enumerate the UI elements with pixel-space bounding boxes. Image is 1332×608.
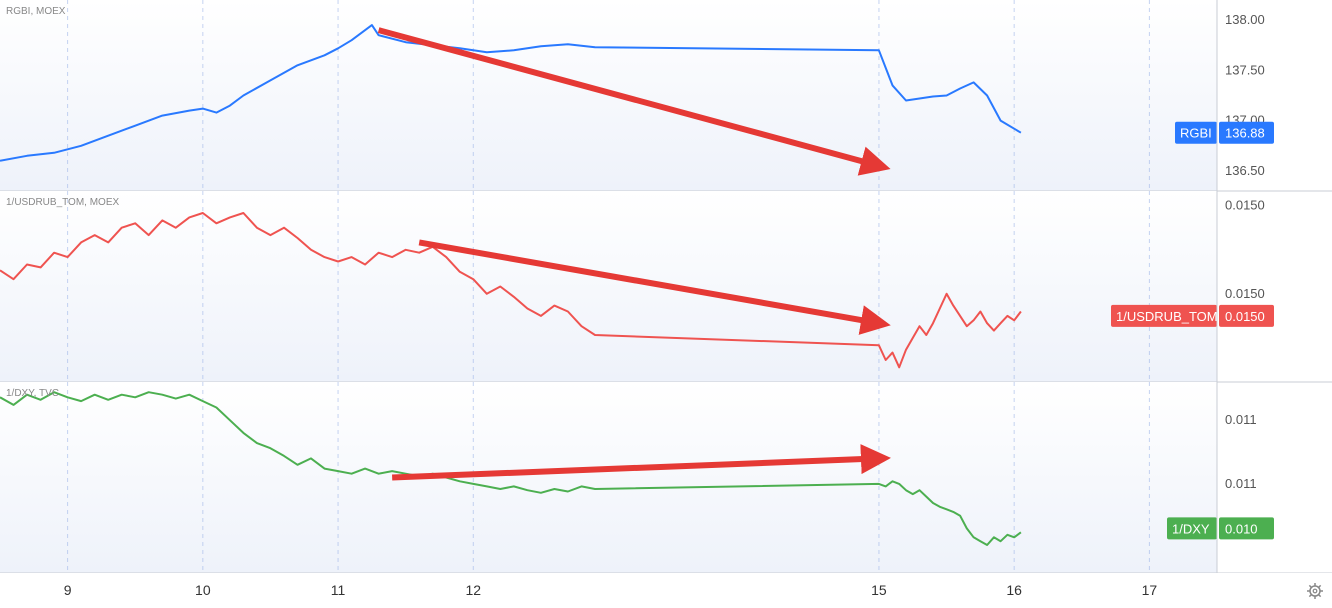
- price-badge-rgbi: RGBI 136.88: [1175, 122, 1274, 144]
- badge-name: 1/USDRUB_TOM: [1116, 309, 1218, 324]
- x-tick-label: 12: [465, 582, 481, 598]
- panel-usdrub: 0.0150 0.0150 1/USDRUB_TOM, MOEX 1/USDRUB_T…: [0, 191, 1332, 382]
- y-tick-label: 0.0150: [1225, 198, 1265, 213]
- panel-rgbi: 138.00137.50137.00136.50RGBI, MOEXRGBI13…: [0, 0, 1332, 191]
- y-tick-label: 137.50: [1225, 62, 1265, 77]
- badge-name: 1/DXY: [1172, 521, 1210, 536]
- y-tick-label: 0.011: [1225, 412, 1257, 427]
- badge-value: 0.0150: [1225, 309, 1265, 324]
- badge-value: 0.010: [1225, 521, 1258, 536]
- chart-svg[interactable]: 138.00137.50137.00136.50RGBI, MOEXRGBI13…: [0, 0, 1332, 608]
- x-tick-label: 11: [331, 582, 346, 598]
- y-tick-label: 0.011: [1225, 476, 1257, 491]
- x-tick-label: 9: [64, 582, 72, 598]
- price-badge-usdrub: 1/USDRUB_TOM 0.0150: [1111, 305, 1274, 327]
- y-tick-label: 138.00: [1225, 12, 1265, 27]
- x-tick-label: 15: [871, 582, 887, 598]
- badge-name: RGBI: [1180, 126, 1212, 141]
- panel-label-rgbi: RGBI, MOEX: [6, 6, 66, 17]
- x-axis: 9 10 11 12 15 16 17: [0, 573, 1332, 608]
- y-tick-label: 0.0150: [1225, 286, 1265, 301]
- x-tick-label: 17: [1142, 582, 1158, 598]
- x-tick-label: 16: [1006, 582, 1022, 598]
- x-tick-label: 10: [195, 582, 211, 598]
- panel-dxy: 0.011 0.011 1/DXY, TVC 1/DXY 0.010: [0, 382, 1332, 573]
- panel-label-usdrub: 1/USDRUB_TOM, MOEX: [6, 197, 119, 208]
- panel-label-dxy: 1/DXY, TVC: [6, 388, 59, 399]
- y-tick-label: 136.50: [1225, 163, 1265, 178]
- price-badge-dxy: 1/DXY 0.010: [1167, 517, 1274, 539]
- chart-container: 138.00137.50137.00136.50RGBI, MOEXRGBI13…: [0, 0, 1332, 608]
- badge-value: 136.88: [1225, 126, 1265, 141]
